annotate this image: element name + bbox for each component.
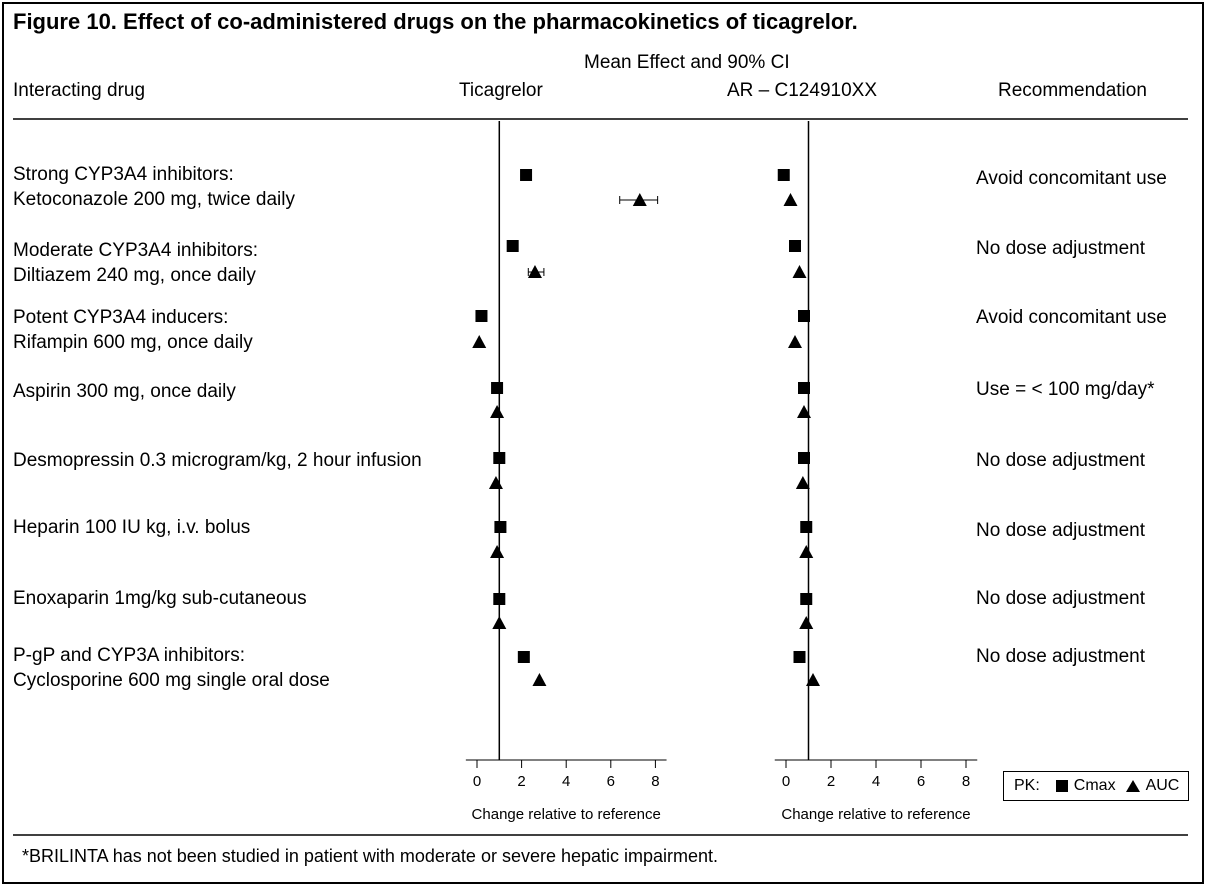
auc-point bbox=[532, 673, 547, 686]
recommendation-text: No dose adjustment bbox=[976, 646, 1145, 667]
auc-point bbox=[472, 335, 487, 348]
metabolite-panel-header: AR – C124910XX bbox=[727, 80, 877, 101]
cmax-point bbox=[798, 310, 810, 322]
x-tick-label: 2 bbox=[827, 773, 835, 790]
auc-triangle-icon bbox=[1125, 780, 1140, 792]
recommendation-header: Recommendation bbox=[998, 80, 1147, 101]
interacting-drug-header: Interacting drug bbox=[13, 80, 146, 101]
auc-point bbox=[488, 476, 503, 489]
auc-point bbox=[792, 265, 807, 278]
auc-point bbox=[783, 193, 798, 206]
x-tick-label: 6 bbox=[607, 773, 615, 790]
cmax-point bbox=[798, 382, 810, 394]
auc-point bbox=[490, 545, 505, 558]
row-label-line1: Aspirin 300 mg, once daily bbox=[13, 381, 236, 402]
legend-prefix: PK: bbox=[1014, 777, 1040, 794]
auc-point bbox=[527, 265, 542, 278]
cmax-point bbox=[494, 521, 507, 533]
x-tick-label: 4 bbox=[562, 773, 570, 790]
recommendation-text: No dose adjustment bbox=[976, 450, 1145, 471]
figure-title: Figure 10. Effect of co-administered dru… bbox=[13, 9, 858, 34]
auc-point bbox=[806, 673, 820, 686]
cmax-point bbox=[800, 521, 813, 533]
cmax-point bbox=[475, 310, 488, 322]
auc-point bbox=[795, 476, 810, 489]
legend-cmax-label: Cmax bbox=[1073, 777, 1116, 794]
ticagrelor-panel-header: Ticagrelor bbox=[459, 80, 543, 101]
row-label-line2: Rifampin 600 mg, once daily bbox=[13, 332, 253, 353]
x-tick-label: 0 bbox=[782, 773, 790, 790]
row-label-line2: Cyclosporine 600 mg single oral dose bbox=[13, 670, 330, 691]
legend-auc-label: AUC bbox=[1145, 777, 1180, 794]
cmax-point bbox=[493, 452, 506, 464]
recommendation-text: Use = < 100 mg/day* bbox=[976, 379, 1155, 400]
auc-point bbox=[797, 405, 811, 418]
recommendation-text: Avoid concomitant use bbox=[976, 307, 1167, 328]
row-label-line1: Desmopressin 0.3 microgram/kg, 2 hour in… bbox=[13, 450, 422, 471]
legend: PK: Cmax AUC bbox=[1003, 771, 1189, 801]
cmax-point bbox=[789, 240, 801, 252]
row-label-line2: Ketoconazole 200 mg, twice daily bbox=[13, 189, 295, 210]
row-label-line1: Moderate CYP3A4 inhibitors: bbox=[13, 240, 259, 261]
x-tick-label: 0 bbox=[473, 773, 481, 790]
mean-effect-header: Mean Effect and 90% CI bbox=[584, 52, 790, 73]
auc-point bbox=[492, 616, 507, 629]
x-tick-label: 4 bbox=[872, 773, 880, 790]
x-tick-label: 6 bbox=[917, 773, 925, 790]
recommendation-text: No dose adjustment bbox=[976, 588, 1145, 609]
cmax-point bbox=[793, 651, 806, 663]
cmax-square-icon bbox=[1055, 780, 1068, 792]
x-tick-label: 8 bbox=[651, 773, 659, 790]
cmax-point bbox=[798, 452, 810, 464]
cmax-point bbox=[491, 382, 504, 394]
row-label-line1: Heparin 100 IU kg, i.v. bolus bbox=[13, 517, 251, 538]
row-label-line1: Enoxaparin 1mg/kg sub-cutaneous bbox=[13, 588, 307, 609]
row-label-line2: Diltiazem 240 mg, once daily bbox=[13, 265, 256, 286]
cmax-point bbox=[506, 240, 519, 252]
auc-point bbox=[799, 545, 814, 558]
x-axis-label: Change relative to reference bbox=[781, 806, 970, 823]
recommendation-text: No dose adjustment bbox=[976, 520, 1145, 541]
row-label-line1: Potent CYP3A4 inducers: bbox=[13, 307, 229, 328]
cmax-point bbox=[800, 593, 813, 605]
auc-point bbox=[788, 335, 802, 348]
row-label-line1: Strong CYP3A4 inhibitors: bbox=[13, 164, 234, 185]
auc-point bbox=[490, 405, 505, 418]
recommendation-text: Avoid concomitant use bbox=[976, 168, 1167, 189]
cmax-point bbox=[493, 593, 506, 605]
row-label-line1: P-gP and CYP3A inhibitors: bbox=[13, 645, 246, 666]
x-axis-label: Change relative to reference bbox=[472, 806, 661, 823]
footnote: *BRILINTA has not been studied in patien… bbox=[22, 846, 719, 866]
cmax-point bbox=[777, 169, 790, 181]
auc-point bbox=[799, 616, 814, 629]
x-tick-label: 2 bbox=[517, 773, 525, 790]
cmax-point bbox=[517, 651, 530, 663]
auc-point bbox=[632, 193, 647, 206]
cmax-point bbox=[520, 169, 533, 181]
recommendation-text: No dose adjustment bbox=[976, 238, 1145, 259]
x-tick-label: 8 bbox=[962, 773, 970, 790]
